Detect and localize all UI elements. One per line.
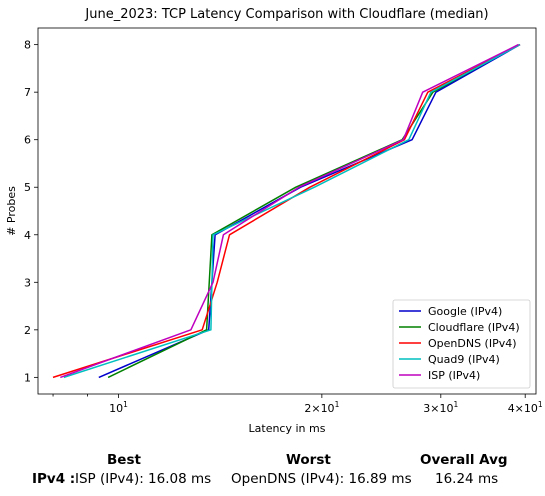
legend-label-1: Google (IPv4) [428, 305, 502, 318]
y-tick-label: 6 [24, 134, 31, 147]
x-axis-label: Latency in ms [249, 422, 326, 435]
series-line-2 [107, 43, 519, 379]
y-tick-label: 8 [24, 39, 31, 52]
y-tick-label: 3 [24, 276, 31, 289]
legend-label-2: Cloudflare (IPv4) [428, 321, 520, 334]
series-line-5 [60, 43, 519, 379]
y-tick-label: 1 [24, 371, 31, 384]
plot-frame [37, 27, 537, 395]
series-line-3 [52, 43, 521, 379]
legend-label-4: Quad9 (IPv4) [428, 353, 500, 366]
y-axis-label: # Probes [5, 186, 18, 236]
x-tick-label: 4×101 [508, 400, 543, 415]
y-tick-label: 5 [24, 181, 31, 194]
x-tick-label: 3×101 [423, 400, 458, 415]
x-tick-label: 2×101 [304, 400, 339, 415]
legend-box [392, 299, 531, 389]
y-tick-label: 4 [24, 229, 31, 242]
y-tick-label: 2 [24, 324, 31, 337]
legend-label-5: ISP (IPv4) [428, 369, 480, 382]
x-tick-label: 101 [109, 400, 128, 415]
chart-title: June_2023: TCP Latency Comparison with C… [84, 7, 488, 22]
y-tick-label: 7 [24, 86, 31, 99]
series-line-4 [63, 43, 521, 379]
legend-label-3: OpenDNS (IPv4) [428, 337, 517, 350]
